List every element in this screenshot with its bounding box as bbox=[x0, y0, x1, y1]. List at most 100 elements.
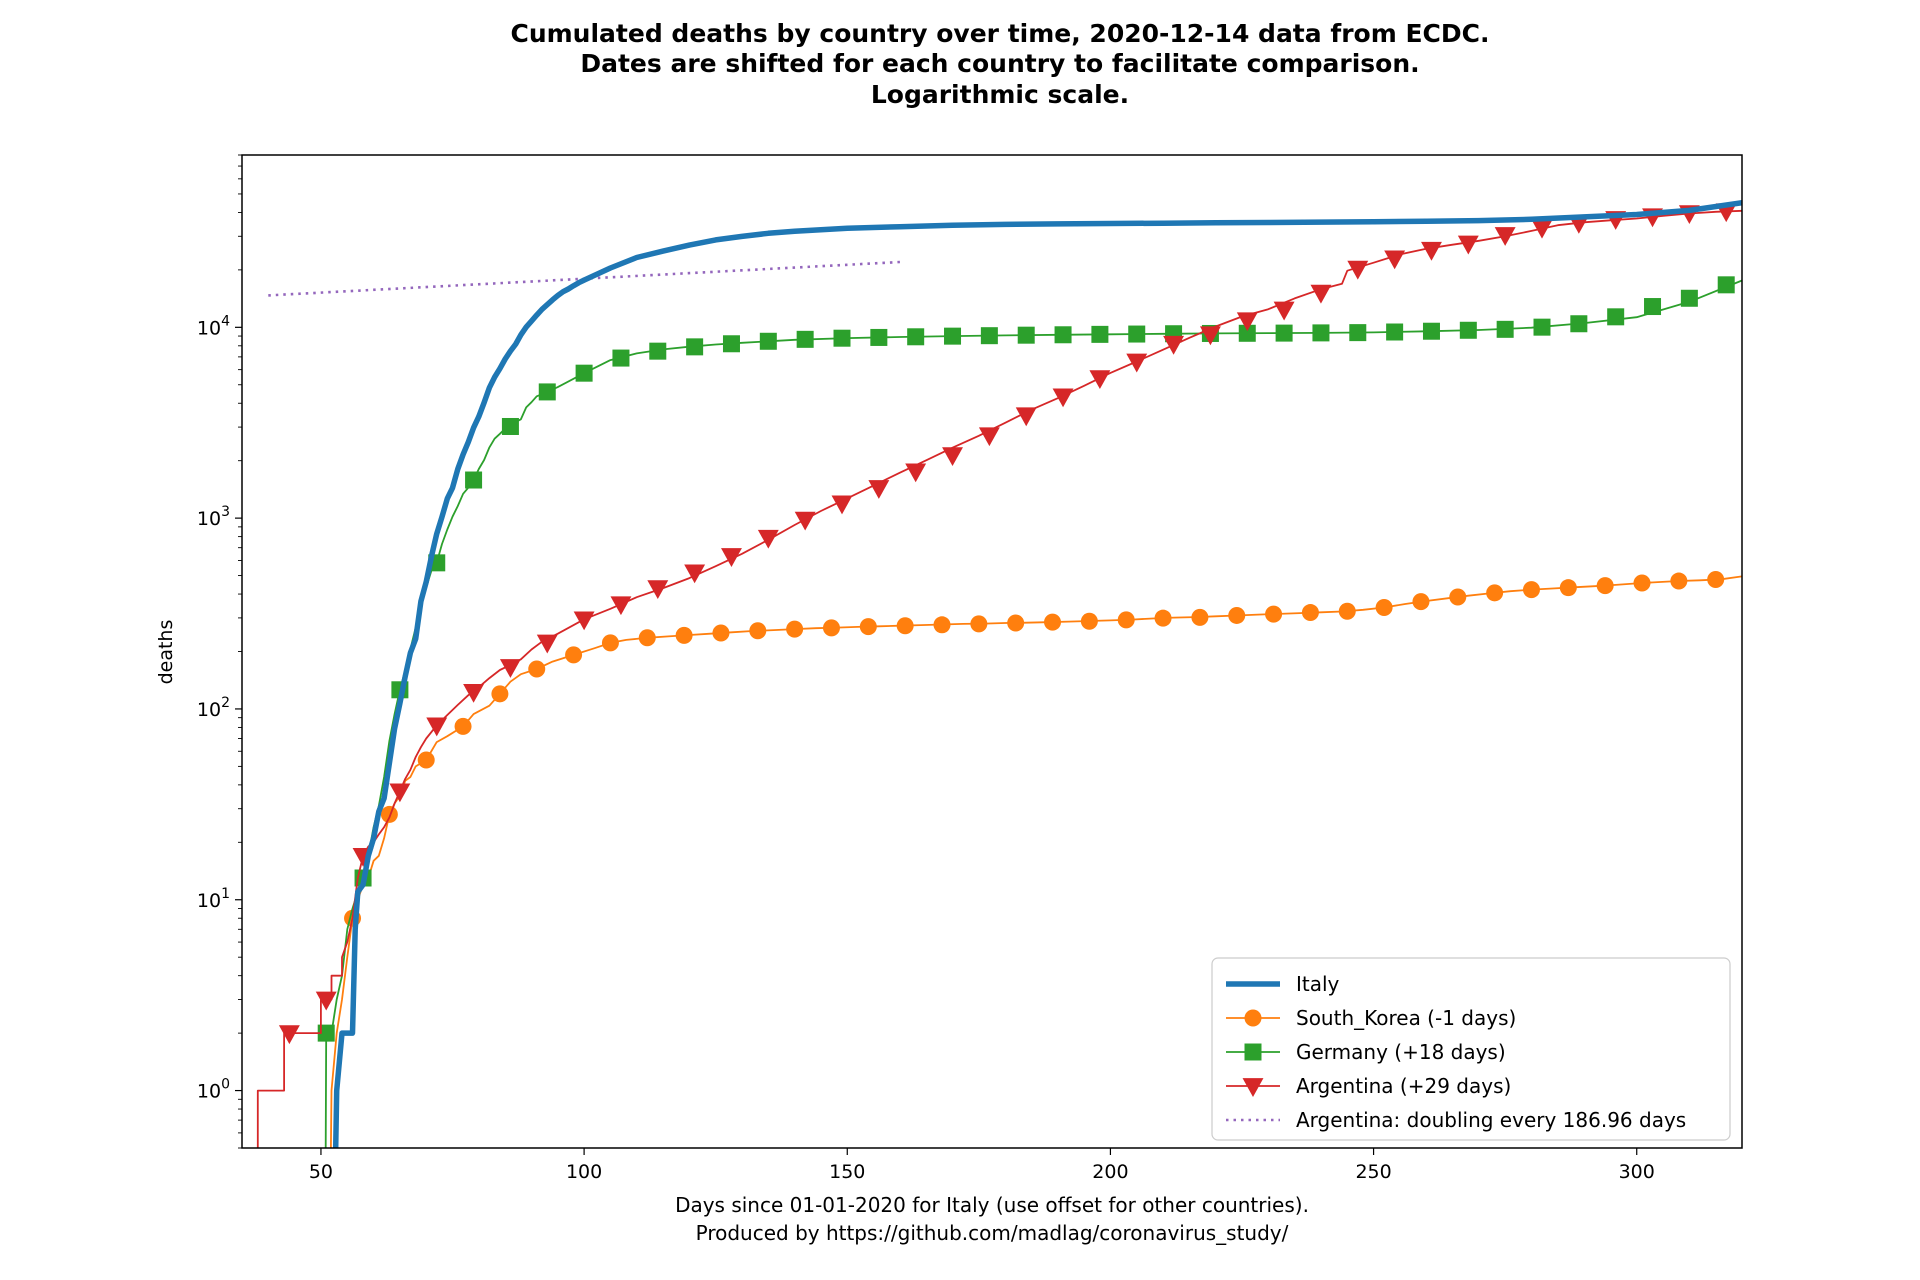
legend-entry: South_Korea (-1 days) bbox=[1226, 1006, 1516, 1030]
data-point bbox=[1349, 324, 1367, 342]
data-point bbox=[647, 580, 669, 600]
data-point bbox=[980, 327, 998, 345]
y-tick-label: 101 bbox=[197, 886, 230, 912]
data-point bbox=[1717, 276, 1735, 294]
data-point bbox=[1117, 611, 1135, 629]
data-point bbox=[1054, 326, 1072, 344]
data-point bbox=[1680, 289, 1698, 307]
series-layer bbox=[256, 199, 1742, 1148]
data-point bbox=[1633, 574, 1651, 592]
data-point bbox=[1375, 599, 1393, 617]
x-ticks: 50 100 150 200 250 300 bbox=[309, 1148, 1655, 1183]
data-point bbox=[1386, 323, 1404, 341]
y-tick-label: 104 bbox=[197, 313, 230, 339]
data-point bbox=[905, 463, 927, 483]
series-germany-18-days bbox=[317, 276, 1742, 1148]
data-point bbox=[1607, 308, 1625, 326]
data-point bbox=[1228, 606, 1246, 624]
y-tick-base: 10 bbox=[197, 1081, 221, 1103]
legend-label: Argentina: doubling every 186.96 days bbox=[1296, 1108, 1686, 1132]
data-point bbox=[1347, 260, 1369, 280]
data-point bbox=[1126, 353, 1148, 373]
data-point bbox=[978, 427, 1000, 447]
data-point bbox=[389, 783, 411, 803]
data-point bbox=[573, 611, 595, 631]
data-point bbox=[1265, 605, 1283, 623]
series-line bbox=[332, 199, 1742, 1148]
y-tick-base: 10 bbox=[197, 890, 221, 912]
data-point bbox=[859, 618, 877, 636]
data-point bbox=[757, 529, 779, 549]
data-point bbox=[1596, 577, 1614, 595]
data-point bbox=[1275, 324, 1293, 342]
y-tick-base: 10 bbox=[197, 699, 221, 721]
legend-entry: Germany (+18 days) bbox=[1226, 1040, 1506, 1064]
y-tick-label: 100 bbox=[197, 1077, 230, 1103]
y-tick-exponent: 0 bbox=[221, 1077, 230, 1093]
data-point bbox=[868, 480, 890, 499]
data-point bbox=[831, 495, 853, 515]
y-tick-label: 103 bbox=[197, 504, 230, 530]
data-point bbox=[942, 447, 963, 467]
data-point bbox=[1412, 593, 1430, 611]
data-point bbox=[491, 685, 509, 703]
data-point bbox=[675, 626, 693, 644]
data-point bbox=[1238, 324, 1256, 342]
data-point bbox=[463, 683, 485, 703]
data-point bbox=[612, 349, 630, 367]
data-point bbox=[970, 615, 988, 633]
data-point bbox=[749, 622, 767, 640]
chart-title: Cumulated deaths by country over time, 2… bbox=[510, 19, 1489, 109]
title-line-1: Cumulated deaths by country over time, 2… bbox=[510, 19, 1489, 48]
data-point bbox=[1644, 298, 1662, 316]
y-tick-exponent: 4 bbox=[221, 313, 230, 329]
data-point bbox=[796, 330, 814, 348]
data-point bbox=[1707, 570, 1725, 588]
data-point bbox=[601, 634, 619, 652]
data-point bbox=[501, 417, 519, 435]
data-point bbox=[1449, 588, 1467, 606]
data-point bbox=[317, 1024, 335, 1042]
data-point bbox=[933, 616, 951, 634]
x-axis-label-line-1: Days since 01-01-2020 for Italy (use off… bbox=[675, 1193, 1309, 1217]
data-point bbox=[721, 548, 742, 567]
y-tick-base: 10 bbox=[197, 317, 221, 339]
data-point bbox=[538, 383, 556, 401]
data-point bbox=[1007, 614, 1025, 632]
x-axis-label-line-2: Produced by https://github.com/madlag/co… bbox=[696, 1221, 1289, 1245]
data-point bbox=[712, 624, 730, 642]
data-point bbox=[1531, 219, 1553, 239]
legend-marker bbox=[1244, 1043, 1262, 1061]
y-minor-ticks bbox=[238, 154, 242, 1149]
data-point bbox=[426, 717, 448, 737]
data-point bbox=[638, 629, 656, 647]
data-point bbox=[1089, 370, 1111, 390]
data-point bbox=[1273, 301, 1295, 321]
legend-entries: Italy South_Korea (-1 days) Germany (+18 d… bbox=[1226, 972, 1686, 1132]
data-point bbox=[1570, 315, 1588, 333]
data-point bbox=[1080, 612, 1098, 630]
data-point bbox=[1533, 318, 1551, 336]
y-tick-exponent: 3 bbox=[221, 504, 230, 520]
data-point bbox=[1670, 572, 1688, 590]
data-point bbox=[896, 617, 914, 635]
data-point bbox=[528, 660, 546, 678]
data-point bbox=[315, 991, 337, 1011]
data-point bbox=[1015, 407, 1037, 427]
x-tick-label: 100 bbox=[566, 1161, 602, 1183]
data-point bbox=[684, 564, 706, 584]
data-point bbox=[1052, 388, 1074, 408]
data-point bbox=[870, 328, 888, 346]
data-point bbox=[1312, 324, 1330, 342]
data-point bbox=[833, 329, 851, 347]
y-tick-base: 10 bbox=[197, 508, 221, 530]
legend-marker bbox=[1242, 1078, 1264, 1097]
data-point bbox=[565, 646, 583, 664]
data-point bbox=[1457, 235, 1479, 255]
data-point bbox=[1154, 609, 1172, 627]
data-point bbox=[1128, 325, 1146, 343]
data-point bbox=[686, 338, 704, 356]
